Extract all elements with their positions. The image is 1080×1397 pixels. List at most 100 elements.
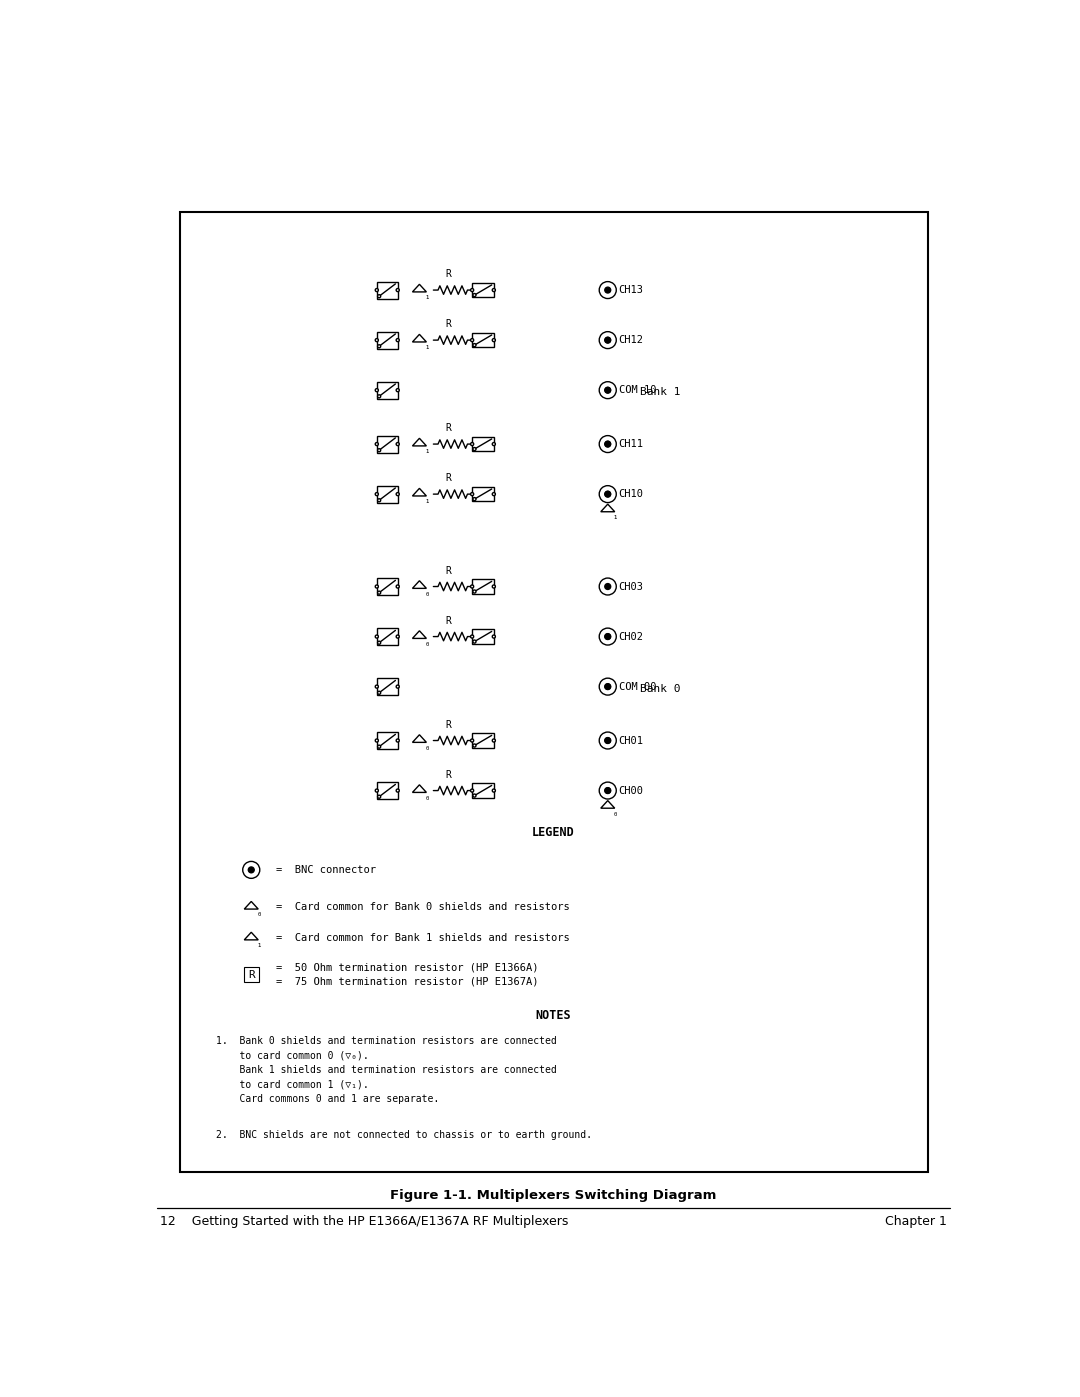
Text: Bank 0: Bank 0 bbox=[640, 683, 680, 693]
Text: CH12: CH12 bbox=[619, 335, 644, 345]
Circle shape bbox=[492, 585, 496, 588]
Bar bbox=[377, 732, 397, 749]
Circle shape bbox=[378, 641, 380, 644]
Bar bbox=[472, 580, 494, 594]
Circle shape bbox=[605, 338, 610, 342]
Text: 2.  BNC shields are not connected to chassis or to earth ground.: 2. BNC shields are not connected to chas… bbox=[216, 1130, 592, 1140]
Text: ₀: ₀ bbox=[424, 638, 430, 648]
Text: COM 00: COM 00 bbox=[619, 682, 656, 692]
Circle shape bbox=[599, 629, 617, 645]
Bar bbox=[472, 282, 494, 298]
Circle shape bbox=[605, 685, 610, 689]
Text: ₁: ₁ bbox=[424, 342, 430, 352]
Circle shape bbox=[605, 584, 610, 590]
Circle shape bbox=[396, 338, 400, 342]
Circle shape bbox=[396, 388, 400, 391]
Text: ₀: ₀ bbox=[424, 793, 430, 802]
Polygon shape bbox=[413, 735, 427, 742]
Circle shape bbox=[375, 338, 378, 342]
Circle shape bbox=[375, 685, 378, 689]
Circle shape bbox=[599, 436, 617, 453]
Circle shape bbox=[396, 585, 400, 588]
Circle shape bbox=[605, 788, 610, 793]
Circle shape bbox=[471, 585, 474, 588]
Text: ₀: ₀ bbox=[612, 809, 618, 817]
Circle shape bbox=[378, 795, 380, 798]
Circle shape bbox=[375, 739, 378, 742]
Circle shape bbox=[605, 492, 610, 497]
Bar bbox=[180, 211, 928, 1172]
Circle shape bbox=[471, 493, 474, 496]
Circle shape bbox=[605, 492, 610, 497]
Bar bbox=[377, 381, 397, 398]
Text: CH02: CH02 bbox=[619, 631, 644, 641]
Polygon shape bbox=[600, 800, 615, 809]
Bar bbox=[377, 678, 397, 696]
Text: NOTES: NOTES bbox=[536, 1010, 571, 1023]
Text: R: R bbox=[445, 770, 451, 780]
Bar bbox=[472, 784, 494, 798]
Bar bbox=[243, 967, 259, 982]
Circle shape bbox=[396, 685, 400, 689]
Text: =  Card common for Bank 0 shields and resistors: = Card common for Bank 0 shields and res… bbox=[276, 902, 570, 912]
Text: =  BNC connector: = BNC connector bbox=[276, 865, 376, 875]
Bar bbox=[377, 331, 397, 349]
Text: CH13: CH13 bbox=[619, 285, 644, 295]
Polygon shape bbox=[244, 932, 258, 940]
Text: R: R bbox=[445, 320, 451, 330]
Text: CH11: CH11 bbox=[619, 439, 644, 448]
Circle shape bbox=[605, 288, 610, 293]
Text: ₁: ₁ bbox=[612, 513, 618, 521]
Circle shape bbox=[396, 289, 400, 292]
Text: ₁: ₁ bbox=[424, 292, 430, 302]
Circle shape bbox=[396, 443, 400, 446]
Circle shape bbox=[396, 789, 400, 792]
Bar bbox=[377, 486, 397, 503]
Text: ₀: ₀ bbox=[424, 588, 430, 598]
Circle shape bbox=[599, 486, 617, 503]
Text: ₀: ₀ bbox=[424, 743, 430, 752]
Circle shape bbox=[375, 493, 378, 496]
Polygon shape bbox=[413, 285, 427, 292]
Circle shape bbox=[605, 634, 610, 640]
Circle shape bbox=[473, 447, 476, 451]
Circle shape bbox=[492, 443, 496, 446]
Text: R: R bbox=[445, 270, 451, 279]
Bar bbox=[377, 436, 397, 453]
Circle shape bbox=[605, 738, 610, 743]
Polygon shape bbox=[413, 785, 427, 792]
Bar bbox=[472, 486, 494, 502]
Text: COM 10: COM 10 bbox=[619, 386, 656, 395]
Circle shape bbox=[492, 739, 496, 742]
Circle shape bbox=[473, 344, 476, 346]
Circle shape bbox=[492, 789, 496, 792]
Polygon shape bbox=[244, 901, 258, 909]
Polygon shape bbox=[413, 334, 427, 342]
Circle shape bbox=[605, 337, 610, 344]
Circle shape bbox=[599, 381, 617, 398]
Circle shape bbox=[378, 448, 380, 451]
Circle shape bbox=[473, 293, 476, 296]
Circle shape bbox=[599, 678, 617, 696]
Bar bbox=[377, 282, 397, 299]
Circle shape bbox=[605, 634, 610, 640]
Circle shape bbox=[473, 745, 476, 747]
Circle shape bbox=[248, 868, 254, 873]
Circle shape bbox=[492, 289, 496, 292]
Polygon shape bbox=[413, 581, 427, 588]
Circle shape bbox=[396, 739, 400, 742]
Polygon shape bbox=[413, 439, 427, 446]
Text: R: R bbox=[445, 474, 451, 483]
Circle shape bbox=[378, 499, 380, 502]
Circle shape bbox=[471, 739, 474, 742]
Circle shape bbox=[378, 395, 380, 398]
Circle shape bbox=[378, 692, 380, 694]
Circle shape bbox=[396, 493, 400, 496]
Text: Bank 1: Bank 1 bbox=[640, 387, 680, 397]
Text: =  Card common for Bank 1 shields and resistors: = Card common for Bank 1 shields and res… bbox=[276, 933, 570, 943]
Polygon shape bbox=[600, 504, 615, 511]
Polygon shape bbox=[413, 489, 427, 496]
Text: =  50 Ohm termination resistor (HP E1366A): = 50 Ohm termination resistor (HP E1366A… bbox=[276, 963, 539, 972]
Circle shape bbox=[375, 289, 378, 292]
Circle shape bbox=[599, 578, 617, 595]
